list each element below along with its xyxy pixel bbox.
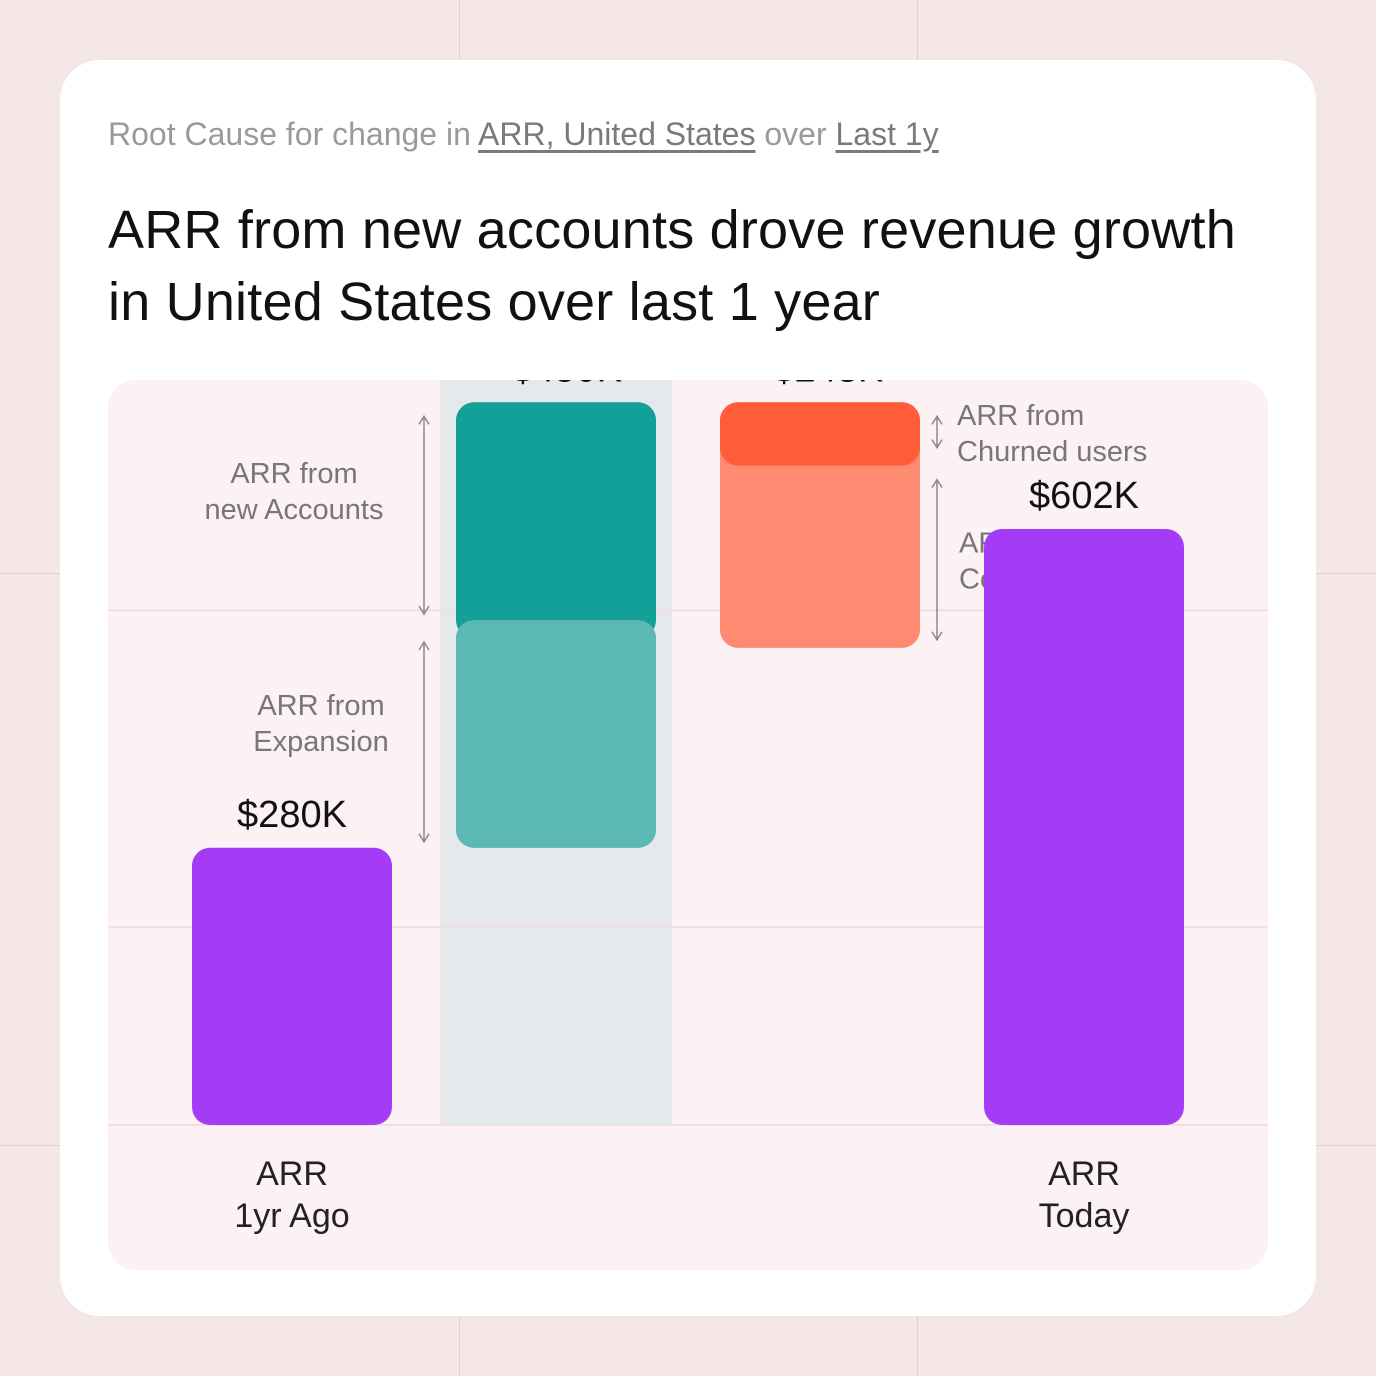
annotation-arrow-expansion-head-bottom (418, 833, 430, 844)
annotation-arrow-expansion-head-top (418, 640, 430, 651)
category-label-start: ARR (256, 1155, 328, 1193)
annotation-arrow-new-accounts-head-top (418, 414, 430, 425)
waterfall-chart-panel: $280K ARR 1yr Ago +$450K ARR from new Account… (108, 380, 1268, 1270)
data-label-end: $602K (1029, 475, 1139, 517)
insight-headline: ARR from new accounts drove revenue grow… (108, 200, 1236, 332)
bar-segment-expansion-overlay (456, 620, 656, 848)
data-label-start: $280K (237, 794, 347, 836)
category-label-end: Today (1039, 1197, 1130, 1235)
annotation-label-new-accounts: ARR from (230, 458, 357, 490)
data-label-increase: +$450K (490, 380, 622, 390)
annotation-arrow-contraction-head-top (931, 478, 943, 489)
bar-start (192, 847, 392, 1125)
bar-segment-churn (720, 402, 920, 466)
annotation-arrow-new-accounts-head-bottom (418, 605, 430, 616)
insight-card: Root Cause for change in ARR, United Sta… (60, 60, 1316, 1316)
annotation-label-new-accounts: new Accounts (205, 494, 384, 526)
annotation-arrow-churn-head-top (931, 414, 943, 425)
annotation-arrow-churn-head-bottom (931, 439, 943, 450)
annotation-label-expansion: Expansion (253, 726, 388, 758)
context-prefix: Root Cause for change in (108, 116, 471, 152)
data-label-decrease: -$248K (761, 380, 884, 390)
category-label-end: ARR (1048, 1155, 1120, 1193)
category-label-start: 1yr Ago (234, 1197, 349, 1235)
context-line: Root Cause for change in ARR, United Sta… (108, 116, 939, 153)
annotation-label-expansion: ARR from (257, 690, 384, 722)
context-mid: over (764, 116, 827, 152)
annotation-label-churn: ARR from (957, 400, 1084, 432)
waterfall-chart: $280K ARR 1yr Ago +$450K ARR from new Account… (108, 380, 1268, 1235)
annotation-arrow-contraction-head-bottom (931, 631, 943, 642)
bar-end (984, 529, 1184, 1125)
period-link[interactable]: Last 1y (835, 116, 939, 152)
annotation-label-churn: Churned users (957, 436, 1147, 468)
bar-segment-new-accounts (456, 402, 656, 639)
metric-link[interactable]: ARR, United States (478, 116, 756, 152)
